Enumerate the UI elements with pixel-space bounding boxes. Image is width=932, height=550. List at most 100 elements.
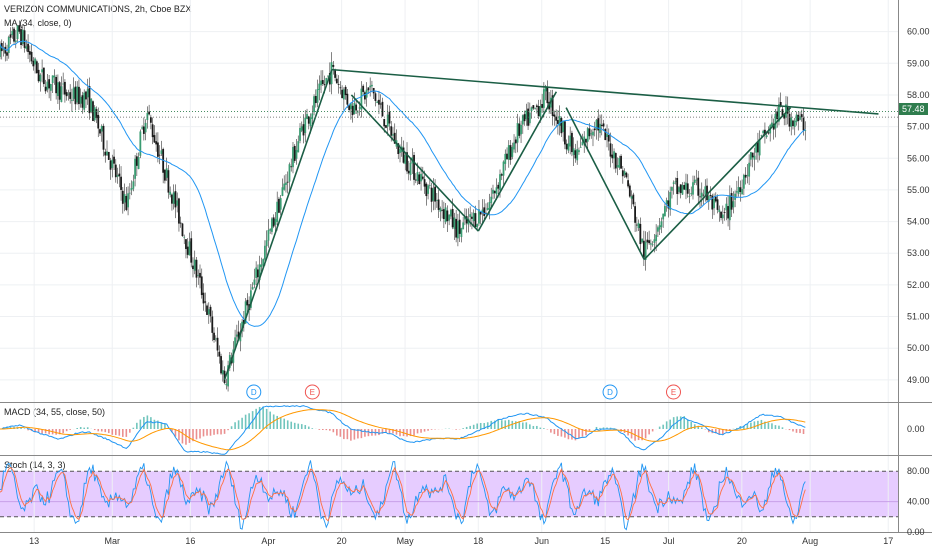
candle bbox=[785, 96, 787, 126]
macd-bar bbox=[778, 425, 780, 429]
candle-body bbox=[602, 123, 605, 127]
candle bbox=[100, 124, 103, 142]
macd-bar bbox=[6, 427, 8, 429]
candle-body bbox=[574, 150, 577, 159]
candle bbox=[41, 59, 44, 83]
time-tick-label: Jun bbox=[534, 536, 549, 546]
candle-body bbox=[686, 183, 689, 194]
price-legend: VERIZON COMMUNICATIONS, 2h, Cboe BZX bbox=[4, 4, 192, 14]
candle-body bbox=[55, 77, 58, 94]
candle-body bbox=[721, 214, 724, 219]
candle-body bbox=[595, 119, 598, 130]
candle bbox=[18, 20, 21, 34]
candle-body bbox=[2, 48, 5, 50]
macd-bar bbox=[518, 421, 521, 429]
candle-body bbox=[535, 105, 538, 107]
candle-body bbox=[123, 194, 126, 203]
candle-body bbox=[132, 181, 135, 189]
candle bbox=[739, 180, 742, 202]
price-tick-label: 50.00 bbox=[907, 343, 930, 353]
candle-body bbox=[237, 331, 240, 339]
macd-bar bbox=[532, 425, 535, 429]
candle-body bbox=[358, 107, 361, 109]
candle-body bbox=[42, 67, 45, 85]
candle bbox=[732, 191, 735, 214]
candle bbox=[395, 129, 398, 149]
earnings-marker bbox=[666, 384, 681, 400]
price-tick-label: 60.00 bbox=[907, 27, 930, 37]
candle bbox=[197, 269, 200, 285]
candle-body bbox=[274, 218, 277, 225]
candle bbox=[299, 123, 301, 144]
candle-body bbox=[795, 114, 798, 123]
candle-body bbox=[265, 240, 268, 247]
macd-bar bbox=[360, 429, 363, 439]
time-tick-label: Aug bbox=[802, 536, 818, 546]
candle-body bbox=[193, 259, 196, 271]
candle bbox=[258, 255, 261, 290]
candle bbox=[478, 199, 480, 226]
macd-bar bbox=[311, 428, 314, 429]
candle-body bbox=[81, 95, 84, 108]
candle-body bbox=[374, 93, 377, 101]
candle bbox=[613, 148, 615, 170]
candle bbox=[371, 80, 373, 93]
candle-body bbox=[672, 182, 675, 185]
macd-bar bbox=[665, 421, 668, 429]
candle bbox=[164, 169, 166, 184]
candle-body bbox=[44, 86, 47, 92]
candle bbox=[220, 353, 222, 375]
candle-body bbox=[364, 92, 366, 100]
candle-body bbox=[737, 186, 740, 194]
candle-body bbox=[741, 189, 744, 195]
candle-body bbox=[378, 99, 380, 105]
candle-body bbox=[323, 84, 326, 86]
candle-body bbox=[664, 206, 666, 217]
candle-body bbox=[362, 85, 365, 92]
macd-bar bbox=[385, 429, 387, 433]
candle-body bbox=[697, 177, 700, 196]
candle-body bbox=[320, 80, 322, 86]
macd-bar bbox=[58, 429, 61, 435]
macd-bar bbox=[574, 429, 577, 441]
candle-body bbox=[662, 213, 665, 220]
candle-body bbox=[420, 173, 422, 182]
candle-body bbox=[625, 172, 628, 178]
macd-bar bbox=[462, 428, 464, 429]
macd-bar bbox=[669, 419, 671, 429]
candle-body bbox=[764, 129, 766, 135]
candle bbox=[748, 154, 751, 185]
macd-bar bbox=[581, 429, 584, 437]
candle bbox=[455, 209, 458, 243]
moving-average-line bbox=[0, 40, 806, 327]
candle bbox=[223, 366, 226, 385]
candle-body bbox=[313, 96, 315, 113]
candle bbox=[181, 222, 184, 237]
candle bbox=[460, 227, 463, 243]
candle-body bbox=[7, 37, 10, 54]
macd-bar bbox=[683, 416, 686, 429]
candle-body bbox=[804, 130, 807, 132]
macd-bar bbox=[395, 429, 398, 435]
macd-bar bbox=[241, 417, 243, 429]
candle-body bbox=[532, 105, 535, 109]
candle-body bbox=[339, 87, 342, 89]
candle bbox=[579, 137, 582, 148]
macd-bar bbox=[700, 427, 703, 429]
candle-body bbox=[16, 25, 19, 39]
macd-bar bbox=[423, 429, 426, 432]
candle-body bbox=[478, 209, 480, 224]
candle bbox=[620, 154, 622, 169]
candle-body bbox=[353, 102, 356, 114]
candle-body bbox=[244, 301, 247, 324]
candle bbox=[692, 175, 694, 200]
macd-bar bbox=[504, 420, 507, 429]
candle-body bbox=[121, 190, 124, 204]
candle-body bbox=[51, 75, 54, 84]
candle-body bbox=[744, 174, 747, 178]
candle-body bbox=[74, 86, 77, 105]
candle-body bbox=[590, 133, 593, 135]
candle bbox=[683, 181, 686, 190]
candle bbox=[616, 157, 619, 176]
